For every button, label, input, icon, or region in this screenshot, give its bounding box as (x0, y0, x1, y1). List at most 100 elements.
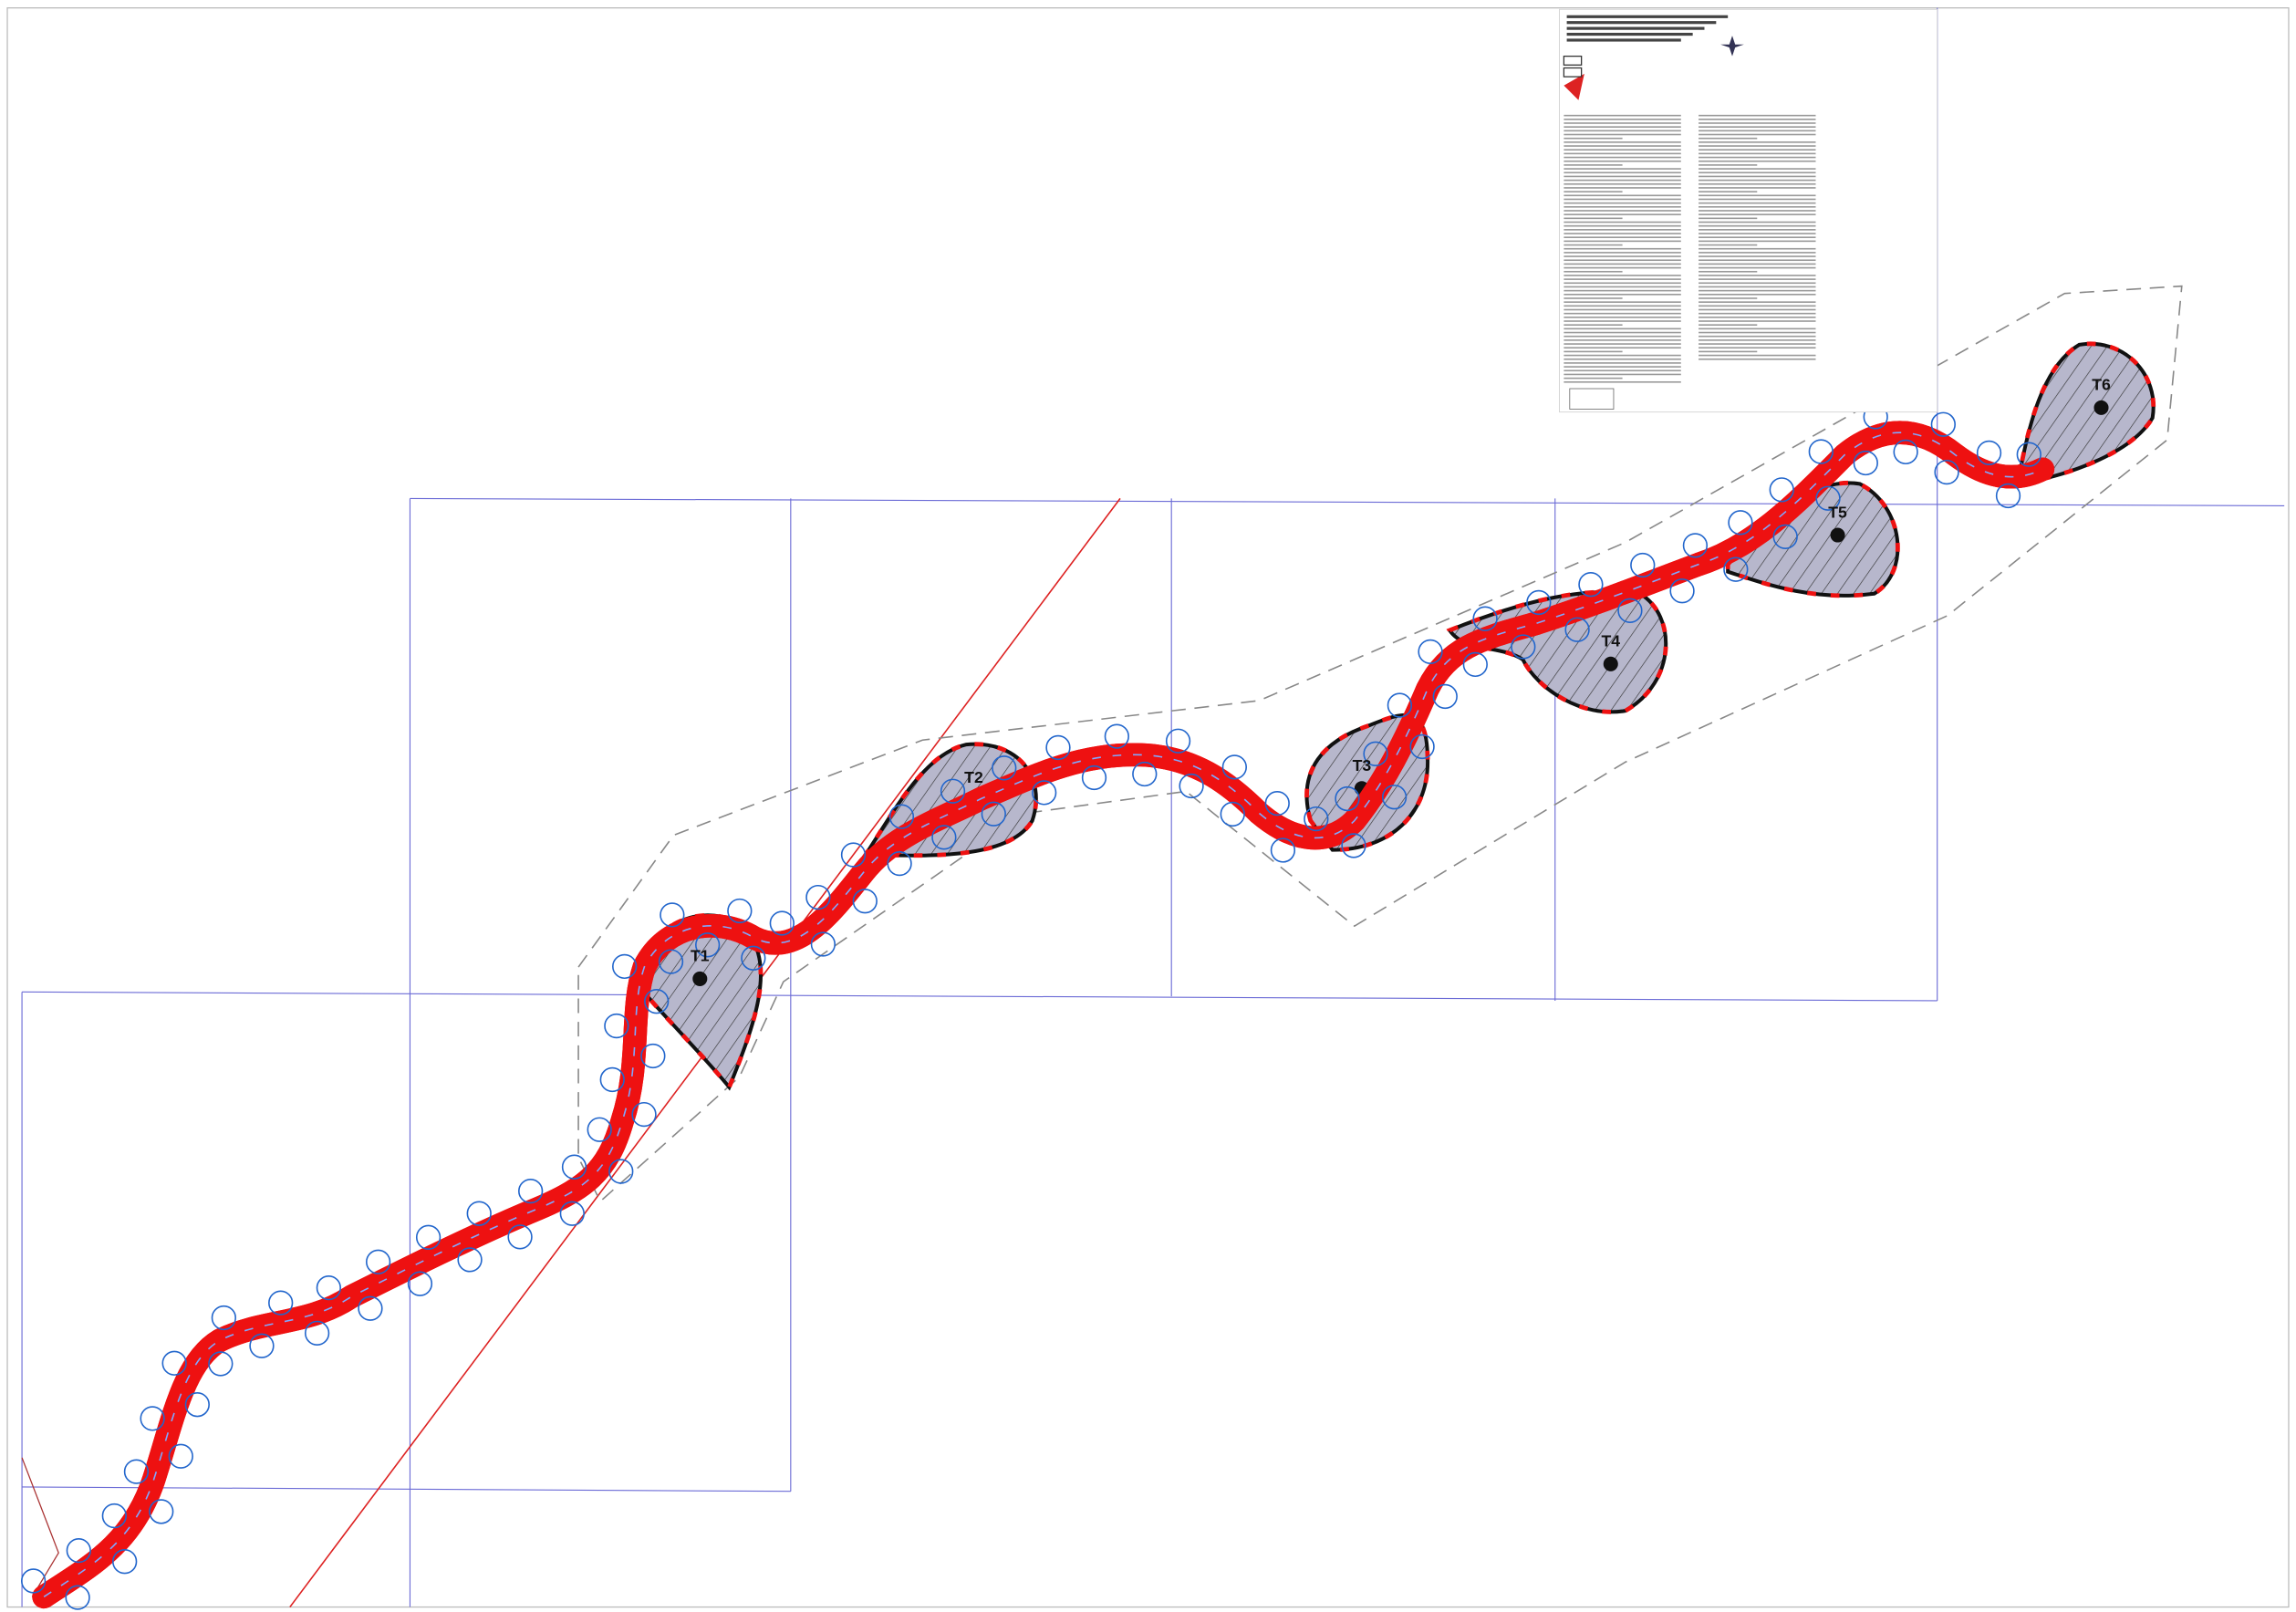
survey-circle (1511, 634, 1536, 660)
survey-points (20, 404, 2041, 1610)
survey-circle (208, 1351, 234, 1377)
note-line (1699, 320, 1816, 322)
note-line (1564, 373, 1681, 376)
note-line (1699, 114, 1816, 117)
note-line (1564, 286, 1681, 288)
note-line (1699, 240, 1816, 243)
note-line (1564, 205, 1681, 208)
note-line (1564, 328, 1681, 330)
note-line (1699, 213, 1816, 215)
note-line (1564, 145, 1681, 147)
survey-circle (1930, 411, 1956, 437)
note-line (1699, 297, 1758, 299)
note-line (1699, 331, 1816, 334)
note-line (1564, 240, 1681, 243)
survey-circle (658, 949, 684, 974)
note-line (1564, 282, 1681, 285)
survey-circle (211, 1305, 236, 1331)
survey-circle (1220, 801, 1245, 827)
note-line (1564, 172, 1681, 174)
note-line (1699, 175, 1816, 178)
survey-circle (599, 1066, 625, 1093)
note-line (1564, 377, 1623, 380)
survey-circle (1409, 733, 1435, 760)
note-line (1699, 244, 1758, 246)
title-line (1566, 32, 1693, 36)
note-line (1699, 122, 1816, 124)
title-line (1566, 15, 1729, 18)
title-line (1566, 21, 1717, 25)
note-line (1564, 270, 1623, 273)
survey-circle (1617, 598, 1643, 623)
note-line (1699, 145, 1816, 147)
note-line (1564, 347, 1681, 349)
survey-circle (407, 1271, 433, 1296)
note-line (1564, 289, 1681, 292)
survey-circle (604, 1013, 629, 1039)
survey-circle (644, 989, 670, 1014)
survey-circle (1363, 741, 1388, 766)
note-line (1564, 259, 1681, 262)
survey-circle (1104, 723, 1129, 749)
survey-circle (727, 898, 753, 924)
note-line (1564, 149, 1681, 151)
survey-circle (1772, 524, 1798, 550)
note-line (1699, 179, 1816, 182)
note-line (1564, 275, 1681, 276)
survey-circle (992, 755, 1017, 781)
survey-circle (249, 1333, 275, 1358)
note-line (1699, 182, 1816, 185)
survey-circle (1081, 764, 1107, 791)
note-line (1564, 343, 1681, 345)
turbine-label: T3 (1353, 756, 1372, 775)
study-boundary (577, 285, 2183, 1203)
note-line (1699, 233, 1816, 234)
survey-circle (1995, 483, 2021, 509)
survey-circle (631, 1101, 657, 1128)
survey-circle (1578, 572, 1604, 598)
survey-circle (1526, 589, 1552, 616)
note-line (1564, 160, 1681, 162)
survey-circle (1462, 651, 1488, 678)
survey-circle (741, 945, 766, 971)
note-line (1699, 205, 1816, 208)
note-line (1699, 119, 1816, 120)
note-line (1564, 317, 1681, 318)
note-line (1564, 198, 1681, 201)
note-line (1699, 187, 1816, 189)
title-block (1559, 8, 1938, 413)
survey-circle (1381, 785, 1408, 810)
survey-circle (140, 1406, 165, 1431)
note-line (1699, 354, 1816, 357)
note-line (1699, 221, 1816, 224)
note-line (1699, 229, 1816, 231)
survey-circle (561, 1154, 587, 1180)
survey-circle (1669, 578, 1695, 604)
turbine-symbol (2093, 400, 2109, 415)
note-line (1699, 198, 1816, 201)
note-line (1699, 305, 1816, 307)
turbine-area-buffer (1446, 589, 1668, 714)
note-line (1699, 156, 1816, 159)
survey-circle (1432, 683, 1458, 710)
note-line (1699, 358, 1816, 360)
note-line (1564, 164, 1623, 166)
survey-circle (316, 1275, 341, 1301)
survey-circle (931, 825, 957, 850)
note-line (1699, 335, 1816, 338)
note-line (1564, 312, 1681, 315)
note-line (1699, 141, 1816, 143)
note-line (1699, 210, 1816, 212)
note-line (1564, 141, 1681, 143)
survey-circle (660, 902, 685, 928)
survey-circle (1728, 510, 1753, 536)
survey-circle (1976, 440, 2002, 466)
note-line (1564, 126, 1681, 128)
note-line (1699, 194, 1816, 197)
note-line (1564, 187, 1681, 189)
survey-circle (1221, 754, 1247, 780)
note-line (1564, 224, 1681, 227)
survey-circle (640, 1043, 666, 1069)
survey-circle (149, 1499, 174, 1524)
